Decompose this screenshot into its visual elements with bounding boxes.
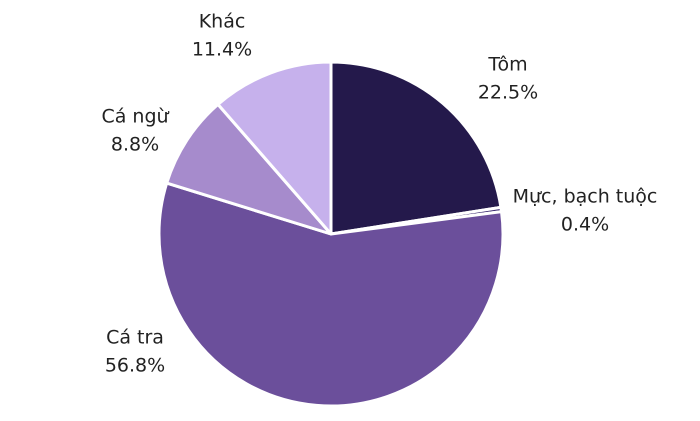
slice-value: 8.8%: [111, 134, 159, 156]
slice-label: Khác: [199, 11, 246, 33]
pie-slice: [329, 60, 503, 236]
slice-value: 56.8%: [105, 355, 165, 377]
slice-label: Tôm: [487, 54, 527, 76]
slice-label: Cá ngừ: [101, 106, 169, 128]
slice-label: Mực, bạch tuộc: [513, 186, 658, 208]
pie-slice: [157, 181, 505, 408]
slice-value: 0.4%: [561, 214, 609, 236]
slice-value: 22.5%: [478, 82, 538, 104]
slice-value: 11.4%: [192, 39, 252, 61]
pie-slice: [216, 60, 333, 236]
slice-label: Cá tra: [106, 327, 164, 349]
pie-slice: [165, 102, 333, 236]
